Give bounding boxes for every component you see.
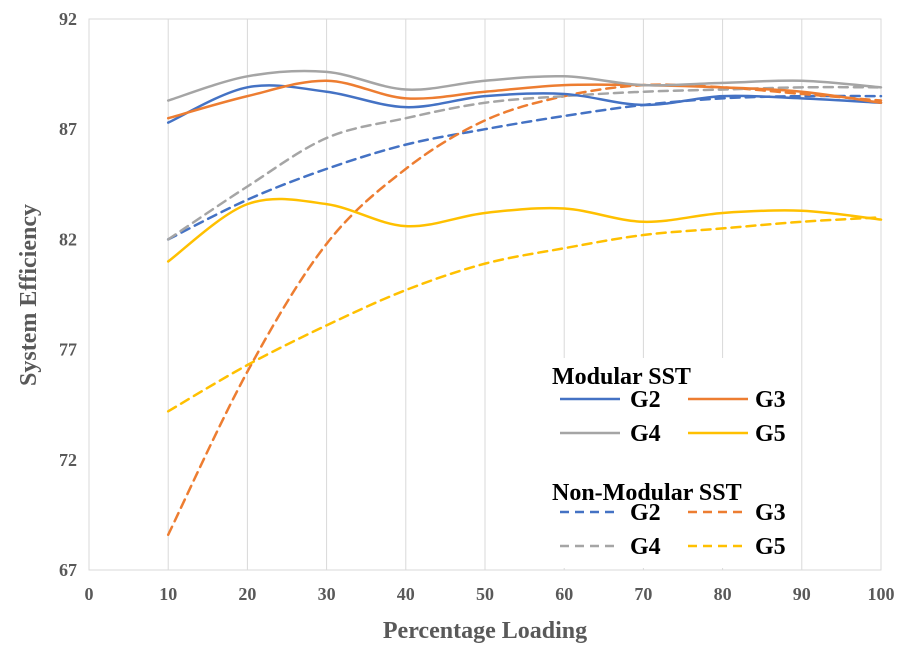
y-tick-label: 72 bbox=[59, 450, 77, 470]
y-axis-title: System Efficiency bbox=[16, 204, 42, 386]
y-tick-label: 87 bbox=[59, 119, 77, 139]
legend: Modular SST Non-Modular SST G2 G3 G4 G5 G2 G3… bbox=[545, 358, 786, 568]
legend-label-non-modular-sst-g5: G5 bbox=[755, 534, 786, 560]
x-tick-label: 10 bbox=[159, 584, 177, 604]
series-line-modular-sst-g2 bbox=[166, 84, 883, 124]
legend-title-modular: Modular SST bbox=[552, 364, 691, 390]
y-tick-label: 77 bbox=[59, 340, 77, 360]
x-tick-label: 20 bbox=[238, 584, 256, 604]
x-tick-label: 30 bbox=[318, 584, 336, 604]
x-tick-label: 90 bbox=[793, 584, 811, 604]
x-tick-label: 50 bbox=[476, 584, 494, 604]
series-line-non-modular-sst-g2 bbox=[166, 94, 883, 241]
legend-title-non-modular: Non-Modular SST bbox=[552, 480, 742, 506]
x-tick-label: 80 bbox=[714, 584, 732, 604]
x-axis-ticks: 0 10 20 30 40 50 60 70 80 90 100 bbox=[85, 584, 895, 604]
grid-lines bbox=[167, 19, 803, 570]
legend-label-non-modular-sst-g3: G3 bbox=[755, 500, 786, 526]
series-line-non-modular-sst-g4 bbox=[166, 85, 883, 241]
plot-area-frame bbox=[88, 18, 882, 571]
legend-label-modular-sst-g5: G5 bbox=[755, 421, 786, 447]
series-line-modular-sst-g4 bbox=[166, 69, 883, 102]
y-tick-label: 92 bbox=[59, 9, 77, 29]
legend-label-modular-sst-g2: G2 bbox=[630, 387, 661, 413]
legend-background bbox=[545, 358, 777, 568]
legend-label-non-modular-sst-g2: G2 bbox=[630, 500, 661, 526]
legend-label-modular-sst-g4: G4 bbox=[630, 421, 661, 447]
series-layer bbox=[166, 69, 883, 536]
x-tick-label: 0 bbox=[85, 584, 94, 604]
x-tick-label: 70 bbox=[634, 584, 652, 604]
legend-entries: G2 G3 G4 G5 G2 G3 G4 G5 bbox=[560, 387, 786, 560]
x-tick-label: 40 bbox=[397, 584, 415, 604]
legend-label-modular-sst-g3: G3 bbox=[755, 387, 786, 413]
series-line-non-modular-sst-g5 bbox=[166, 216, 883, 413]
x-axis-title: Percentage Loading bbox=[383, 618, 587, 644]
y-tick-label: 67 bbox=[59, 560, 77, 580]
x-tick-label: 100 bbox=[868, 584, 895, 604]
series-line-modular-sst-g5 bbox=[166, 197, 883, 263]
legend-label-non-modular-sst-g4: G4 bbox=[630, 534, 661, 560]
y-axis-ticks: 67 72 77 82 87 92 bbox=[59, 9, 77, 580]
x-tick-label: 60 bbox=[555, 584, 573, 604]
series-line-modular-sst-g3 bbox=[166, 79, 883, 120]
y-tick-label: 82 bbox=[59, 229, 77, 249]
